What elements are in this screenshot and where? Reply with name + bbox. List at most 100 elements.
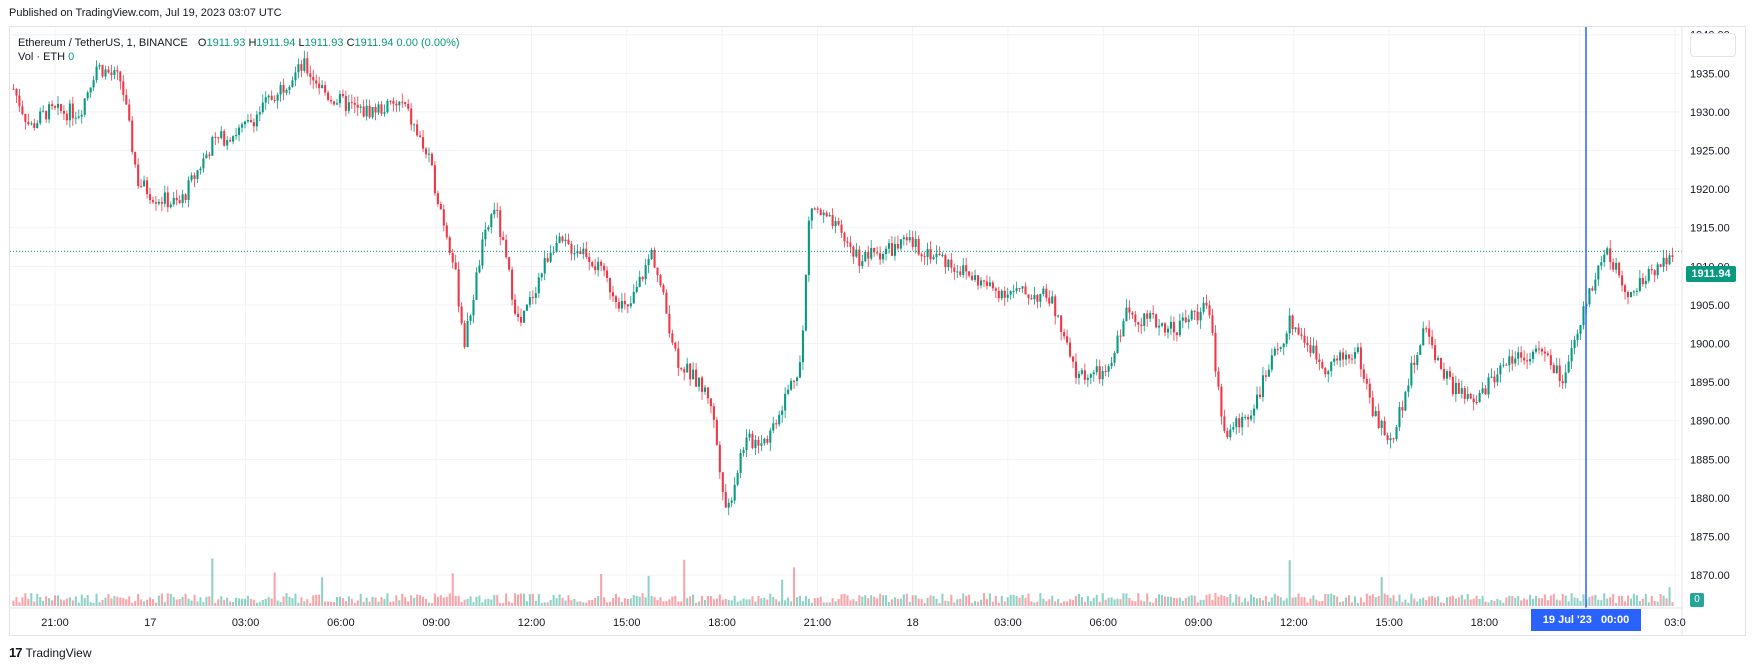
volume-bar — [926, 597, 929, 606]
candle-body — [1169, 321, 1172, 329]
volume-bar — [442, 597, 445, 606]
volume-bar — [543, 602, 546, 606]
candle-body — [261, 102, 264, 113]
candle-body — [134, 151, 137, 165]
price-axis: 1940.001935.001930.001925.001920.001915.… — [1681, 26, 1730, 635]
volume-bar — [1511, 596, 1514, 606]
volume-bar — [1380, 577, 1383, 606]
candle-body — [398, 101, 401, 106]
volume-bar — [968, 594, 971, 606]
candle-body — [1650, 268, 1653, 271]
candle-body — [1196, 311, 1199, 321]
candle-body — [558, 236, 561, 244]
candle-body — [1294, 327, 1297, 330]
candle-body — [763, 438, 766, 444]
candle-body — [21, 106, 24, 114]
volume-bar — [475, 596, 478, 606]
candle-body — [1428, 328, 1431, 337]
candle-body — [537, 277, 540, 294]
candle-body — [407, 103, 410, 109]
candle-body — [496, 209, 499, 211]
volume-bar — [1555, 599, 1558, 606]
candle-body — [1644, 280, 1647, 285]
volume-bar — [101, 599, 104, 606]
volume-bar — [199, 597, 202, 606]
volume-bar — [1288, 560, 1291, 606]
candle-body — [413, 124, 416, 126]
x-tick-label: 03:00 — [232, 617, 260, 629]
volume-bar — [1659, 594, 1662, 606]
volume-bar — [1419, 598, 1422, 606]
candle-body — [252, 122, 255, 127]
volume-bar — [778, 601, 781, 606]
candle-body — [914, 238, 917, 247]
candle-body — [1641, 278, 1644, 285]
volume-bar — [1594, 594, 1597, 606]
candle-body — [110, 72, 113, 75]
candle-body — [950, 259, 953, 268]
candle-body — [312, 76, 315, 81]
candle-body — [813, 208, 816, 210]
candle-body — [576, 251, 579, 254]
candle-body — [401, 101, 404, 103]
candle-body — [674, 342, 677, 349]
volume-bar — [665, 601, 668, 606]
chart-frame[interactable] — [9, 26, 1746, 636]
volume-bar — [1181, 600, 1184, 606]
candle-body — [561, 236, 564, 242]
volume-bar — [1267, 601, 1270, 606]
candle-body — [1178, 320, 1181, 336]
volume-bar — [205, 596, 208, 606]
volume-bar — [422, 596, 425, 606]
volume-bar — [1074, 596, 1078, 606]
volume-bar — [1101, 593, 1104, 606]
volume-bar — [1128, 598, 1131, 606]
volume-bar — [350, 599, 353, 606]
candle-body — [683, 369, 686, 373]
candle-body — [792, 380, 796, 382]
candle-body — [629, 303, 632, 307]
candle-body — [528, 297, 531, 305]
candle-body — [514, 299, 517, 314]
volume-bar — [1671, 602, 1674, 606]
volume-bar — [745, 599, 748, 606]
volume-bar — [979, 599, 983, 606]
tradingview-footer[interactable]: 17 TradingView — [9, 645, 92, 660]
candle-body — [816, 208, 819, 210]
volume-bar — [77, 602, 80, 606]
candle-body — [1359, 347, 1362, 370]
volume-bar — [1042, 598, 1045, 606]
last-price-badge: 1911.94 — [1686, 266, 1736, 282]
candle-body — [1647, 268, 1650, 281]
volume-bar — [1318, 601, 1321, 606]
volume-bar — [721, 599, 724, 606]
volume-bar — [1193, 595, 1196, 606]
volume-bar — [175, 599, 178, 606]
candle-body — [715, 419, 718, 445]
candle-body — [80, 114, 83, 117]
candle-body — [1146, 313, 1149, 319]
volume-bar — [1342, 601, 1345, 606]
price-scale-button[interactable] — [1690, 33, 1736, 57]
candle-body — [1520, 352, 1523, 358]
volume-bar — [1255, 598, 1259, 606]
volume-bar — [267, 597, 270, 606]
candle-body — [1419, 345, 1422, 355]
candle-body — [1261, 375, 1264, 398]
candle-body — [1098, 366, 1101, 380]
candle-body — [766, 438, 769, 443]
candle-body — [757, 439, 760, 446]
candle-body — [466, 320, 469, 348]
volume-bar — [312, 595, 315, 606]
volume-bar — [321, 577, 324, 606]
candle-body — [650, 249, 653, 260]
candle-body — [190, 175, 193, 181]
candle-body — [516, 313, 520, 318]
candle-body — [982, 280, 986, 282]
candle-body — [790, 380, 793, 390]
candle-body — [1659, 264, 1662, 267]
volume-bar — [1312, 595, 1315, 606]
volume-bar — [416, 594, 419, 606]
candle-body — [1276, 348, 1279, 350]
